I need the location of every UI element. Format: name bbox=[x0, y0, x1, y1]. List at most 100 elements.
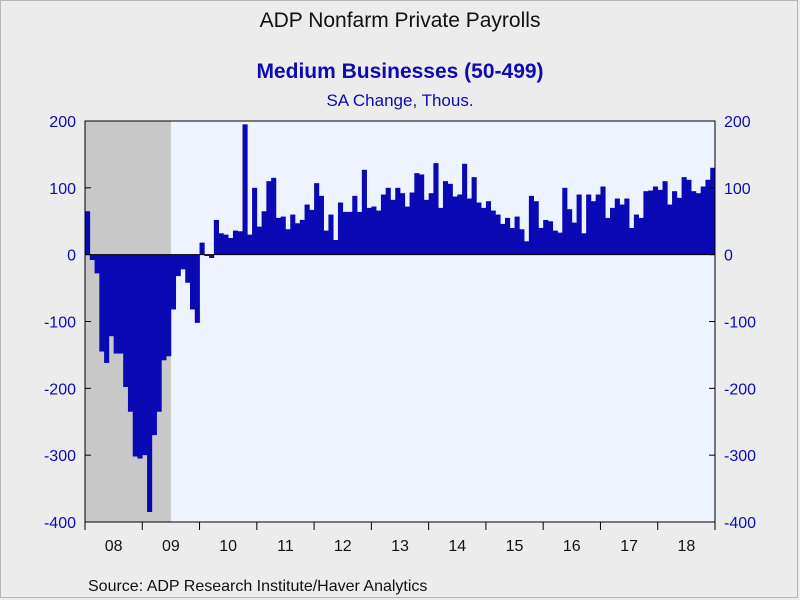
bar bbox=[295, 223, 301, 255]
bar bbox=[590, 201, 597, 255]
x-tick-label: 11 bbox=[277, 538, 294, 555]
bar bbox=[490, 210, 496, 255]
y-tick-label-left: -200 bbox=[44, 381, 76, 398]
bar bbox=[328, 214, 334, 255]
bar bbox=[442, 181, 449, 255]
bar bbox=[581, 233, 587, 255]
bar bbox=[633, 214, 639, 255]
bar bbox=[610, 207, 616, 255]
bar bbox=[218, 233, 224, 255]
bar bbox=[567, 209, 573, 255]
bar bbox=[108, 254, 114, 337]
source-note: Source: ADP Research Institute/Haver Ana… bbox=[88, 578, 428, 595]
bar bbox=[571, 222, 577, 255]
bar bbox=[151, 254, 157, 436]
y-tick-label-left: 100 bbox=[49, 181, 76, 198]
x-tick-label: 15 bbox=[506, 538, 524, 555]
bar bbox=[552, 230, 558, 255]
bar bbox=[89, 254, 95, 261]
bar bbox=[142, 254, 148, 456]
bar bbox=[600, 186, 606, 255]
bar bbox=[376, 210, 382, 255]
bar bbox=[500, 223, 506, 255]
bar bbox=[648, 190, 654, 255]
bar bbox=[547, 221, 554, 255]
bar bbox=[123, 254, 129, 387]
bar bbox=[657, 189, 663, 255]
bar bbox=[137, 254, 143, 459]
x-tick-label: 14 bbox=[448, 538, 466, 555]
bar bbox=[357, 211, 363, 255]
bar bbox=[471, 177, 477, 255]
bar bbox=[161, 254, 167, 361]
bar bbox=[190, 254, 196, 310]
bar bbox=[280, 216, 286, 255]
bar bbox=[681, 177, 687, 255]
bar bbox=[85, 211, 91, 255]
bar bbox=[228, 237, 234, 255]
plot-area bbox=[85, 121, 715, 522]
y-tick-label-left: 200 bbox=[49, 114, 76, 131]
bar bbox=[652, 186, 659, 255]
bar bbox=[299, 219, 305, 255]
y-tick-label-right: 200 bbox=[724, 114, 751, 131]
bar bbox=[462, 163, 468, 255]
bar bbox=[414, 173, 420, 255]
x-tick-label: 17 bbox=[620, 538, 638, 555]
bar bbox=[271, 177, 277, 255]
bar bbox=[132, 254, 138, 457]
bar bbox=[543, 219, 549, 255]
bar bbox=[428, 193, 434, 255]
bar bbox=[667, 204, 673, 255]
bar bbox=[275, 217, 282, 255]
bar bbox=[528, 195, 534, 255]
x-tick-label: 08 bbox=[105, 538, 123, 555]
bar bbox=[595, 194, 601, 255]
bar bbox=[481, 207, 487, 255]
bar bbox=[352, 195, 358, 255]
bar bbox=[232, 230, 239, 255]
bar bbox=[643, 191, 649, 255]
y-tick-label-right: -400 bbox=[724, 515, 756, 532]
chart-units: SA Change, Thous. bbox=[326, 91, 474, 110]
bar bbox=[104, 254, 110, 363]
bar bbox=[457, 194, 463, 255]
bar bbox=[624, 198, 630, 255]
y-tick-label-left: -100 bbox=[44, 315, 76, 332]
y-tick-label-right: 0 bbox=[724, 248, 733, 265]
y-tick-label-right: -100 bbox=[724, 315, 756, 332]
x-tick-label: 18 bbox=[677, 538, 695, 555]
bar bbox=[390, 199, 396, 255]
bar bbox=[209, 254, 215, 259]
bar bbox=[476, 202, 482, 255]
bar bbox=[605, 217, 611, 255]
bar bbox=[400, 193, 406, 255]
bar bbox=[99, 254, 105, 352]
bar bbox=[261, 211, 267, 255]
bar bbox=[524, 241, 530, 255]
bar bbox=[166, 254, 172, 357]
bar bbox=[194, 254, 200, 323]
bar bbox=[447, 183, 453, 255]
bar bbox=[213, 219, 219, 255]
bar bbox=[686, 179, 692, 255]
bar bbox=[433, 163, 439, 255]
bar bbox=[175, 254, 181, 277]
bar bbox=[404, 206, 410, 255]
bar bbox=[380, 194, 387, 255]
bar bbox=[314, 183, 320, 255]
y-tick-label-left: 0 bbox=[67, 248, 76, 265]
bar bbox=[199, 242, 205, 255]
bar bbox=[170, 254, 177, 310]
bar bbox=[638, 217, 644, 255]
bar bbox=[505, 217, 511, 255]
y-tick-label-right: -200 bbox=[724, 381, 756, 398]
bar bbox=[147, 254, 153, 512]
bar bbox=[285, 229, 291, 255]
bar bbox=[695, 193, 702, 255]
bar bbox=[366, 207, 372, 255]
bar bbox=[318, 195, 324, 255]
y-tick-label-left: -400 bbox=[44, 515, 76, 532]
bar bbox=[691, 191, 697, 255]
